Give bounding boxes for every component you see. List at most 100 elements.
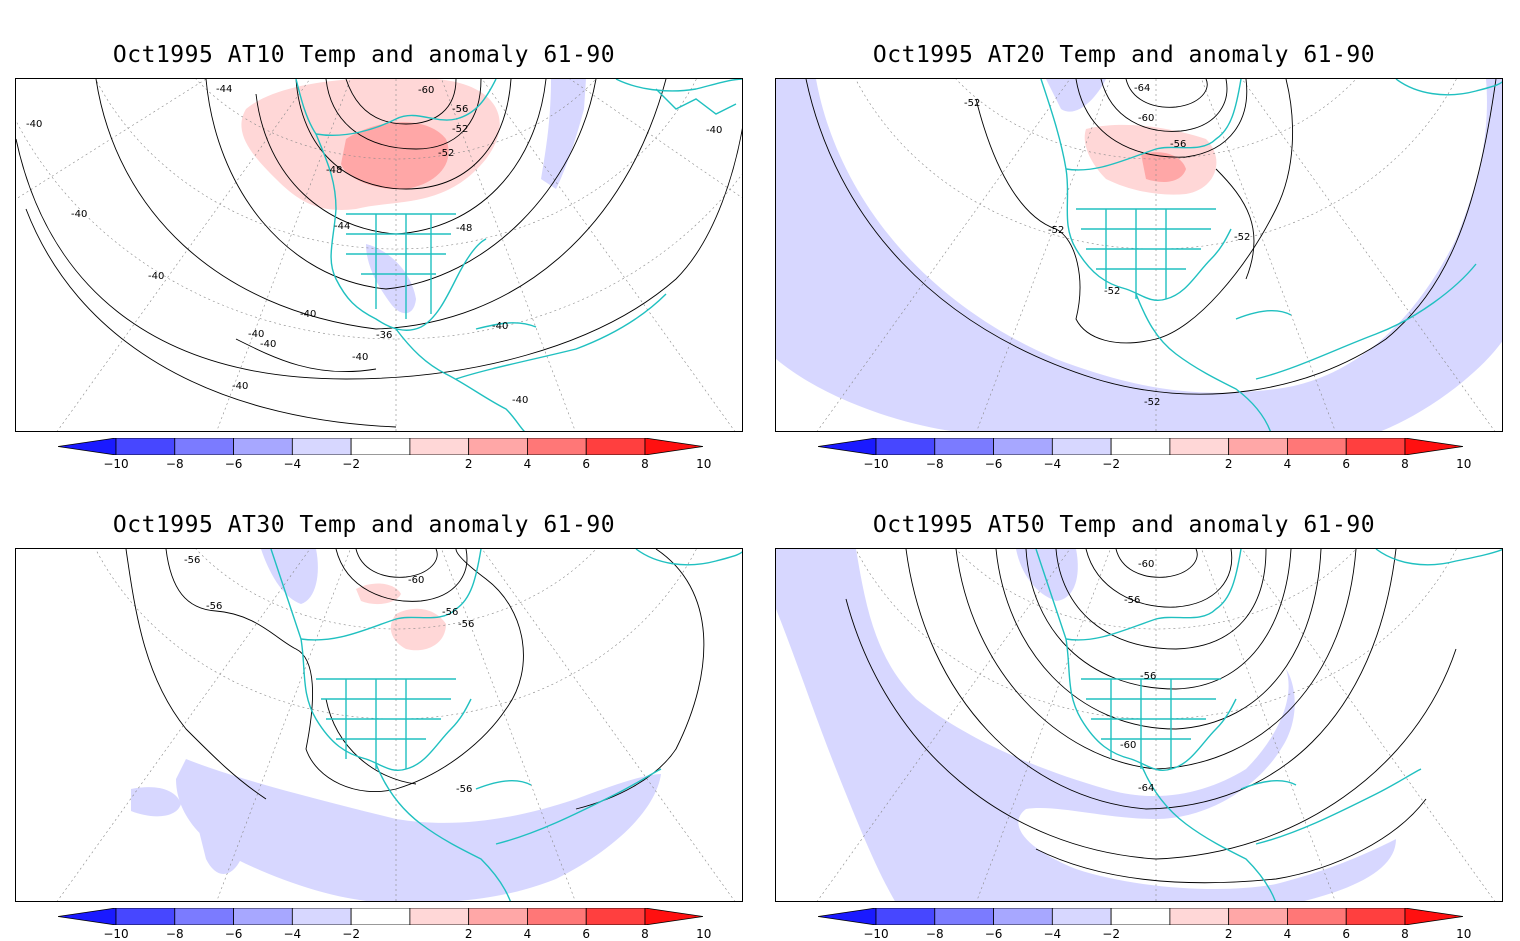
colorbar: −10 −8 −6 −4 −2 2 4 6 8 10 (57, 437, 711, 471)
warm-anomaly-region (356, 583, 401, 605)
contour-label: -52 (1048, 225, 1064, 236)
contour-label: -56 (184, 555, 200, 566)
colorbar-segment (1169, 437, 1230, 456)
colorbar-segment (174, 907, 234, 926)
temperature-contours (125, 549, 705, 810)
colorbar-label: −6 (224, 457, 243, 471)
contour-label: -40 (26, 119, 42, 130)
colorbar-label: 4 (1283, 927, 1292, 941)
colorbar-segment (291, 907, 352, 926)
colorbar-label: −6 (984, 457, 1003, 471)
contour-label: -56 (206, 601, 222, 612)
colorbar-label: 8 (641, 927, 649, 941)
colorbar-segment (875, 437, 936, 456)
colorbar-segment (527, 437, 587, 456)
colorbar-label: 4 (1283, 457, 1292, 471)
colorbar-arrow-low (817, 437, 877, 456)
colorbar-segment (1345, 907, 1406, 926)
coastlines (1035, 549, 1502, 901)
map-frame: -44 -40 -60 -56 -52 -52 -48 -44 -48 -40 … (15, 78, 743, 432)
colorbar: −10 −8 −6 −4 −2 2 4 6 8 10 (817, 437, 1471, 471)
colorbar-segment (350, 907, 411, 926)
contour-label: -52 (1104, 286, 1120, 297)
cold-anomaly-patch (131, 787, 181, 817)
cold-anomaly-region-east (541, 79, 586, 189)
colorbar-segment (1051, 437, 1112, 456)
colorbar-label: −10 (103, 457, 129, 471)
colorbar-arrow-high (1404, 437, 1464, 456)
colorbar-svg (817, 437, 1464, 456)
contour-label: -52 (1234, 232, 1250, 243)
graticule (817, 549, 1495, 901)
panel-title: Oct1995 AT20 Temp and anomaly 61-90 (872, 42, 1376, 68)
contour-label: -52 (964, 98, 980, 109)
warm-anomaly-region (390, 608, 446, 651)
colorbar-label: −4 (1043, 457, 1062, 471)
contour-label: -48 (456, 223, 472, 234)
colorbar-segment (934, 437, 994, 456)
contour-label: -40 (232, 381, 248, 392)
panel-title: Oct1995 AT10 Temp and anomaly 61-90 (112, 42, 616, 68)
colorbar-segment (934, 907, 994, 926)
colorbar-arrow-high (644, 907, 704, 926)
contour-labels: -56 -56 -60 -56 -56 -56 (184, 555, 474, 795)
colorbar-label: 2 (1224, 927, 1233, 941)
colorbar-arrow-low (57, 907, 117, 926)
cold-anomaly-region (776, 549, 1396, 901)
colorbar-label: 6 (1342, 927, 1351, 941)
contour-label: -60 (1120, 740, 1136, 751)
colorbar-label: 10 (1456, 457, 1472, 471)
colorbar-segment (1169, 907, 1230, 926)
contour-label: -52 (438, 148, 454, 159)
contour-labels: -60 -56 -56 -60 -64 (1120, 559, 1156, 794)
graticule (57, 549, 735, 901)
colorbar-label: 10 (1456, 927, 1472, 941)
map-edge (1381, 341, 1502, 431)
colorbar-segment (1051, 907, 1112, 926)
colorbar-segment (1345, 437, 1406, 456)
graticule (16, 79, 742, 431)
coastlines (295, 79, 742, 431)
colorbar-label: 2 (464, 927, 473, 941)
contour-label: -40 (248, 329, 264, 340)
contour-label: -52 (1144, 397, 1160, 408)
colorbar-segment (291, 437, 352, 456)
graticule (817, 79, 1495, 431)
cold-anomaly-ring (776, 79, 1502, 431)
map-panel-at50: Oct1995 AT50 Temp and anomaly 61-90 (760, 470, 1503, 941)
colorbar-segment (993, 907, 1053, 926)
colorbar-segment (409, 907, 470, 926)
map-svg: -60 -56 -56 -60 -64 (776, 549, 1502, 901)
contour-labels: -52 -64 -60 -56 -52 -52 -52 -52 (964, 83, 1250, 408)
contour-label: -40 (260, 339, 276, 350)
colorbar-segment (1228, 437, 1288, 456)
colorbar-label: 6 (582, 927, 591, 941)
colorbar-label: 6 (582, 457, 591, 471)
contour-label: -64 (1134, 83, 1150, 94)
contour-label: -40 (71, 209, 87, 220)
colorbar-svg (57, 437, 704, 456)
contour-labels: -44 -40 -60 -56 -52 -52 -48 -44 -48 -40 … (26, 84, 722, 406)
contour-label: -56 (452, 104, 468, 115)
colorbar-segment (1228, 907, 1288, 926)
colorbar: −10 −8 −6 −4 −2 2 4 6 8 10 (57, 907, 711, 941)
colorbar-segment (993, 437, 1053, 456)
contour-label: -40 (300, 309, 316, 320)
colorbar-segment (174, 437, 234, 456)
colorbar-segment (115, 437, 176, 456)
map-panel-at30: Oct1995 AT30 Temp and anomaly 61-90 (0, 470, 743, 941)
colorbar-segment (233, 437, 293, 456)
colorbar-label: −4 (283, 927, 302, 941)
contour-label: -56 (1170, 139, 1186, 150)
colorbar-segment (875, 907, 936, 926)
colorbar-label: −8 (165, 457, 184, 471)
colorbar-label: 6 (1342, 457, 1351, 471)
colorbar-arrow-high (644, 437, 704, 456)
contour-label: -40 (352, 352, 368, 363)
map-frame: -60 -56 -56 -60 -64 (775, 548, 1503, 902)
colorbar-segment (527, 907, 587, 926)
colorbar-segment (1110, 437, 1171, 456)
colorbar-label: 8 (641, 457, 649, 471)
colorbar-label: 4 (523, 927, 532, 941)
colorbar-segment (115, 907, 176, 926)
